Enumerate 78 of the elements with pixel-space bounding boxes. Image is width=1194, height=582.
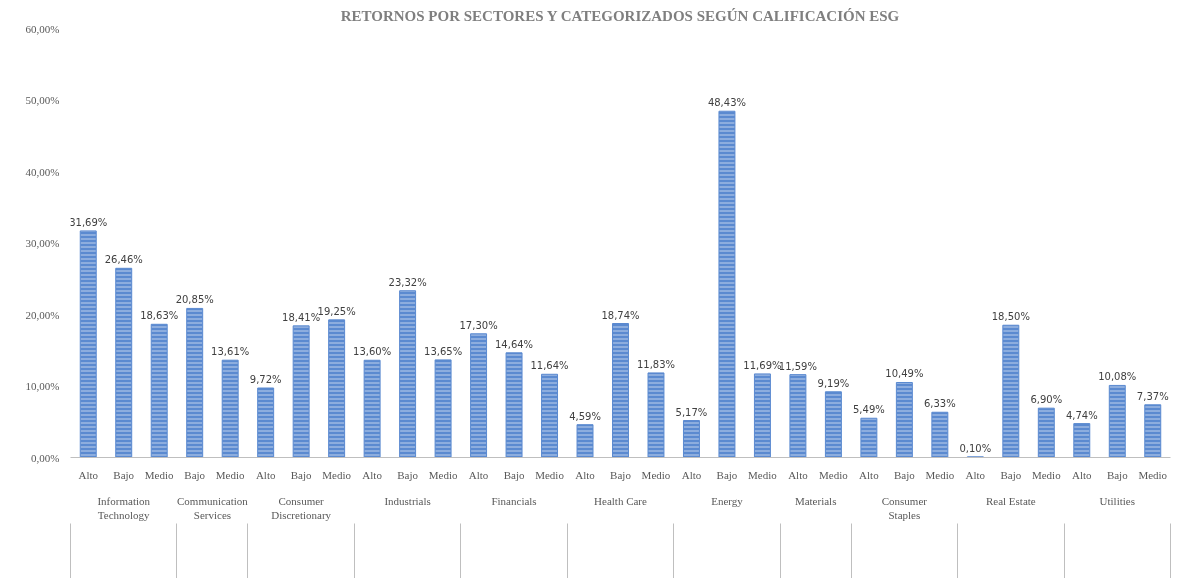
data-label: 26,46%: [104, 254, 143, 266]
data-label: 11,83%: [636, 358, 676, 370]
data-label: 5,17%: [675, 406, 708, 418]
x-tick-label: Alto: [575, 468, 596, 481]
data-label: 13,60%: [353, 346, 392, 358]
x-tick-label: Medio: [1031, 468, 1062, 481]
data-label: 5,49%: [853, 404, 885, 416]
y-tick-label: 60,00%: [25, 22, 60, 35]
y-tick-label: 10,00%: [25, 380, 60, 392]
x-tick-label: Alto: [255, 468, 276, 481]
x-tick-label: Bajo: [113, 468, 135, 481]
data-label: 20,85%: [175, 294, 214, 306]
text: Energy: [711, 494, 744, 507]
data-label: 10,49%: [885, 368, 924, 380]
x-tick-label: Bajo: [610, 468, 632, 481]
data-label: 9,72%: [249, 374, 282, 385]
data-label: 6,90%: [1030, 394, 1063, 406]
x-tick-label: Bajo: [893, 468, 916, 481]
data-label: 23,32%: [388, 276, 427, 288]
data-label: 9,19%: [817, 377, 850, 389]
x-tick-label: Alto: [681, 468, 702, 481]
x-tick-label: Medio: [215, 468, 246, 481]
x-tick-label: Medio: [819, 468, 849, 481]
data-label: 13,61%: [211, 346, 250, 358]
x-tick-label: Alto: [965, 468, 986, 481]
x-tick-label: Bajo: [1000, 468, 1022, 481]
data-label: 4,59%: [569, 410, 601, 422]
text: Communication Services: [176, 494, 249, 521]
text: Consumer Staples: [881, 494, 928, 521]
x-tick-label: Alto: [1072, 468, 1093, 481]
data-label: 48,43%: [707, 97, 747, 109]
x-tick-label: Alto: [788, 468, 809, 481]
x-tick-label: Bajo: [1106, 468, 1129, 481]
x-tick-label: Medio: [322, 468, 352, 481]
data-label: 0,10%: [959, 442, 992, 454]
x-tick-label: Bajo: [503, 468, 525, 481]
text: Health Care: [594, 494, 648, 507]
x-tick-label: Bajo: [397, 468, 419, 481]
text: Materials: [794, 494, 837, 507]
text: Industrials: [384, 494, 431, 507]
data-label: 11,64%: [530, 360, 569, 372]
x-tick-label: Alto: [362, 468, 383, 481]
data-label: 6,33%: [923, 398, 956, 410]
text: Utilities: [1099, 494, 1136, 507]
x-tick-label: Bajo: [290, 468, 313, 481]
x-tick-label: Medio: [535, 468, 565, 481]
data-label: 13,65%: [424, 345, 463, 357]
x-tick-label: Medio: [925, 468, 955, 481]
y-tick-label: 20,00%: [25, 308, 60, 321]
data-label: 18,74%: [601, 309, 640, 321]
x-tick-label: Bajo: [716, 468, 738, 481]
data-label: 11,69%: [743, 359, 782, 371]
x-tick-label: Alto: [859, 468, 880, 481]
x-tick-label: Medio: [641, 468, 671, 481]
x-tick-label: Medio: [1138, 468, 1168, 481]
text: Real Estate: [985, 494, 1036, 507]
x-tick-label: Alto: [78, 468, 99, 481]
data-label: 31,69%: [69, 216, 108, 228]
y-tick-label: 30,00%: [25, 237, 60, 249]
y-tick-label: 40,00%: [25, 165, 60, 178]
data-label: 17,30%: [459, 319, 498, 331]
data-label: 10,08%: [1098, 371, 1137, 383]
data-label: 7,37%: [1136, 390, 1169, 402]
x-tick-label: Medio: [144, 468, 175, 481]
y-tick-label: 0,00%: [31, 451, 60, 464]
data-label: 18,50%: [991, 311, 1030, 323]
x-tick-label: Alto: [468, 468, 489, 481]
x-tick-label: Medio: [428, 468, 458, 481]
chart-title: RETORNOS POR SECTORES Y CATEGORIZADOS SEGÚN CALIFICACIÓN ESG: [340, 7, 900, 24]
data-label: 18,63%: [140, 310, 179, 322]
text: Consumer Discretionary: [271, 494, 332, 521]
x-tick-label: Medio: [748, 468, 778, 481]
y-tick-label: 50,00%: [25, 94, 60, 106]
text: Information Technology: [97, 494, 151, 521]
x-tick-label: Bajo: [184, 468, 206, 481]
text: Financials: [491, 494, 537, 507]
data-label: 4,74%: [1065, 409, 1098, 421]
data-label: 14,64%: [494, 338, 534, 350]
